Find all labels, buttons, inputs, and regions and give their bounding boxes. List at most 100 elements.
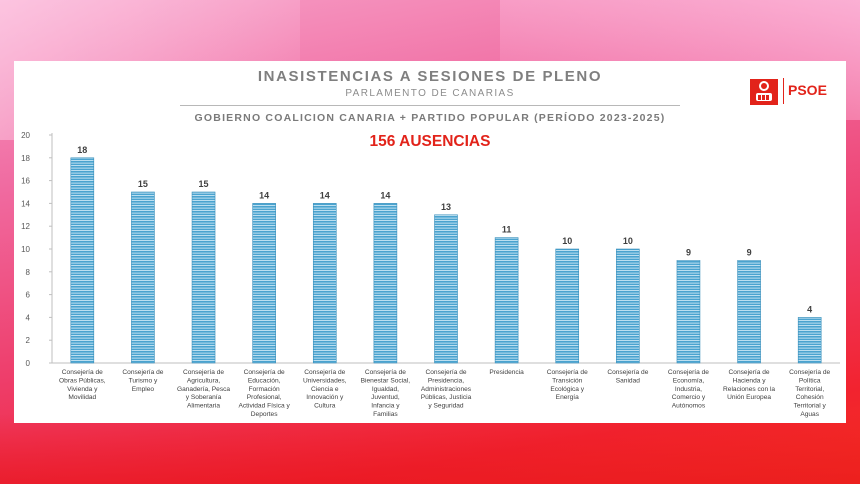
x-tick-label-line: Relaciones con la: [723, 386, 775, 393]
coalition-caption: GOBIERNO COALICION CANARIA + PARTIDO POP…: [194, 112, 666, 124]
bar: [555, 248, 580, 364]
bar: [252, 203, 276, 364]
x-tick-label-line: Educación,: [248, 377, 281, 384]
x-tick-label-line: Consejería de: [365, 369, 406, 376]
bar-value-label: 11: [502, 225, 512, 235]
x-tick-label: Consejería de Sanidad: [607, 369, 648, 384]
bar-value-label: 15: [138, 179, 148, 189]
x-tick-label-line: Turismo y: [129, 377, 158, 384]
x-tick-label-line: Ganadería, Pesca: [177, 386, 230, 393]
x-tick-label-line: Territorial y: [794, 403, 827, 410]
logo-text: PSOE: [788, 82, 827, 98]
bar: [131, 191, 155, 364]
x-tick-label-line: Igualdad,: [372, 386, 399, 393]
x-tick-label-line: Bienestar Social,: [361, 377, 411, 384]
x-tick-label-line: Públicas, Justicia: [421, 394, 472, 401]
bar-value-label: 9: [747, 247, 752, 257]
x-tick-label-line: Consejería de: [425, 369, 466, 376]
x-tick-label-line: Presidencia,: [428, 377, 464, 384]
bar: [434, 214, 458, 364]
bar-value-label: 14: [320, 190, 330, 200]
rose-in-fist-logo-icon: [750, 79, 778, 105]
background-shape: [0, 414, 860, 484]
x-tick-label-line: Formación: [249, 386, 280, 393]
bar: [191, 191, 216, 364]
x-tick-label: Consejería de Agricultura, Ganadería, Pesc…: [177, 369, 230, 410]
bar: [616, 248, 640, 364]
y-tick-label: 8: [26, 268, 31, 277]
x-tick-label-line: Consejería de: [244, 369, 285, 376]
x-tick-label-line: Consejería de: [547, 369, 588, 376]
x-tick-label: Consejería de Turismo y Empleo: [122, 369, 163, 393]
x-tick-label: Consejería de Educación, Formación Profesio…: [238, 369, 290, 418]
x-tick-label-line: Actividad Física y: [238, 403, 290, 410]
x-tick-label-line: Movilidad: [68, 394, 96, 401]
x-tick-label-line: Consejería de: [304, 369, 345, 376]
bar-value-label: 4: [807, 304, 812, 314]
x-tick-label-line: Alimentaria: [187, 403, 220, 410]
x-tick-label-line: Energía: [556, 394, 579, 401]
bar: [373, 203, 398, 364]
x-tick-label: Consejería de Economía, Industria, Comercio…: [668, 369, 709, 410]
y-tick-label: 18: [21, 154, 30, 163]
y-tick-label: 16: [21, 177, 30, 186]
y-tick-label: 6: [26, 291, 31, 300]
x-tick-label-line: Cohesión: [796, 394, 824, 401]
x-tick-label-line: Territorial,: [795, 386, 824, 393]
x-tick-label-line: Consejería de: [183, 369, 224, 376]
x-tick-label-line: Consejería de: [729, 369, 770, 376]
x-tick-label-line: Universidades,: [303, 377, 347, 384]
x-tick-label-line: Deportes: [251, 411, 278, 418]
x-tick-label: Consejería de Obras Públicas, Vivienda y Mo…: [59, 369, 106, 401]
x-tick-label: Consejería de Universidades, Ciencia e Inno…: [303, 369, 347, 410]
x-tick-label-line: Unión Europea: [727, 394, 771, 401]
x-tick-label-line: Obras Públicas,: [59, 377, 106, 384]
chart-card: INASISTENCIAS A SESIONES DE PLENO PARLAM…: [14, 61, 846, 423]
bar: [312, 203, 337, 364]
x-tick-label-line: Juventud,: [371, 394, 400, 401]
x-tick-label-line: Innovación y: [306, 394, 344, 401]
x-tick-label-line: Hacienda y: [733, 377, 767, 384]
x-tick-label-line: Industria,: [675, 386, 702, 393]
bar: [676, 260, 701, 364]
bar: [737, 260, 761, 364]
x-tick-label: Consejería de Transición Ecológica y Energí…: [547, 369, 588, 401]
bar: [494, 237, 519, 364]
y-tick-label: 4: [26, 313, 31, 322]
psoe-logo: PSOE: [748, 75, 828, 109]
x-tick-label-line: y Soberanía: [186, 394, 222, 401]
x-tick-label-line: Comercio y: [672, 394, 706, 401]
x-tick-label-line: Administraciones: [421, 386, 472, 393]
x-tick-label-line: Autónomos: [672, 403, 706, 410]
x-tick-label-line: Ecológica y: [550, 386, 584, 393]
x-tick-label-line: Consejería de: [607, 369, 648, 376]
x-tick-label-line: Familias: [373, 411, 398, 418]
x-tick-label-line: Empleo: [132, 386, 155, 393]
chart-title: INASISTENCIAS A SESIONES DE PLENO: [257, 68, 603, 85]
chart-subtitle: PARLAMENTO DE CANARIAS: [345, 88, 515, 99]
x-tick-label-line: Consejería de: [789, 369, 830, 376]
bar-value-label: 10: [562, 236, 572, 246]
y-tick-label: 14: [21, 199, 30, 208]
x-tick-label: Consejería de Bienestar Social, Igualdad, J…: [361, 369, 411, 418]
logo-separator: [783, 78, 784, 104]
x-tick-label-line: Ciencia e: [311, 386, 339, 393]
bar-value-label: 13: [441, 202, 451, 212]
y-tick-label: 2: [26, 336, 31, 345]
x-tick-label-line: Consejería de: [122, 369, 163, 376]
x-tick-label-line: Profesional,: [247, 394, 282, 401]
x-tick-label-line: Transición: [552, 377, 583, 384]
total-absences: 156 AUSENCIAS: [369, 133, 491, 150]
bar-value-label: 18: [77, 145, 87, 155]
y-tick-label: 10: [21, 245, 30, 254]
x-tick-label-line: y Seguridad: [428, 403, 464, 410]
x-tick-label-line: Agricultura,: [187, 377, 221, 384]
bar-value-label: 10: [623, 236, 633, 246]
y-tick-label: 0: [26, 359, 31, 368]
x-tick-label: Presidencia: [489, 369, 524, 376]
bar: [70, 157, 95, 364]
x-tick-label-line: Sanidad: [616, 377, 641, 384]
x-tick-label-line: Cultura: [314, 403, 336, 410]
y-tick-label: 12: [21, 222, 30, 231]
